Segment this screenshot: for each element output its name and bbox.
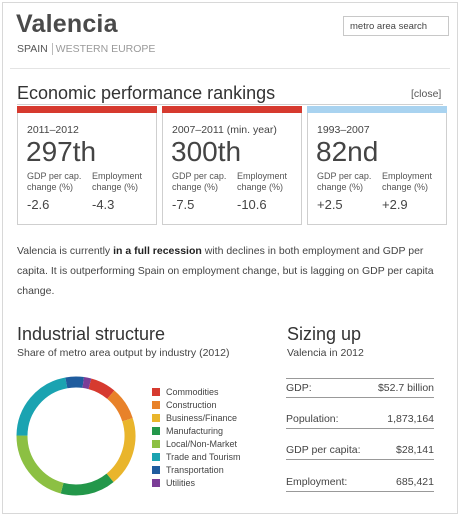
ranking-card-2011-2012: 2011–2012 297th GDP per cap. change (%) … xyxy=(17,106,157,225)
legend-swatch xyxy=(152,400,160,409)
legend-item: Transportation xyxy=(152,463,241,476)
gdp-change-value: -2.6 xyxy=(27,197,50,212)
stat-value: $52.7 billion xyxy=(377,382,434,394)
employment-change-value: -4.3 xyxy=(92,197,115,212)
ranking-value: 82nd xyxy=(316,136,379,167)
legend-item: Manufacturing xyxy=(152,424,241,437)
region-link[interactable]: WESTERN EUROPE xyxy=(51,43,156,55)
ranking-card-2007-2011: 2007–2011 (min. year) 300th GDP per cap.… xyxy=(162,106,302,225)
stat-value: 1,873,164 xyxy=(387,413,434,425)
employment-change-label: Employment change (%) xyxy=(382,171,433,192)
donut-segment-utilities xyxy=(82,377,92,390)
employment-change-value: +2.9 xyxy=(382,197,408,212)
legend-item: Construction xyxy=(152,398,241,411)
economic-summary-text: Valencia is currently in a full recessio… xyxy=(17,241,447,301)
legend-label: Utilities xyxy=(166,477,196,488)
legend-label: Local/Non-Market xyxy=(166,438,238,449)
legend-swatch xyxy=(152,426,160,435)
donut-segment-transportation xyxy=(65,376,84,389)
stat-row-employment: Employment: 685,421 xyxy=(286,475,434,492)
donut-segment-business-finance xyxy=(106,418,136,483)
ranking-period: 2011–2012 xyxy=(27,124,79,136)
legend-label: Trade and Tourism xyxy=(166,451,241,462)
sizing-table-top-rule xyxy=(286,378,434,379)
legend-item: Commodities xyxy=(152,385,241,398)
industrial-structure-subtitle: Share of metro area output by industry (… xyxy=(17,347,230,359)
donut-segment-construction xyxy=(107,390,133,422)
legend-swatch xyxy=(152,478,160,487)
legend-swatch xyxy=(152,452,160,461)
industrial-structure-title: Industrial structure xyxy=(17,324,166,344)
donut-segment-commodities xyxy=(88,378,115,400)
ranking-period: 2007–2011 (min. year) xyxy=(172,124,277,136)
legend-swatch xyxy=(152,387,160,396)
country-link[interactable]: SPAIN xyxy=(17,43,48,55)
legend-item: Trade and Tourism xyxy=(152,450,241,463)
legend-label: Commodities xyxy=(166,386,219,397)
legend-label: Manufacturing xyxy=(166,425,224,436)
employment-change-value: -10.6 xyxy=(237,197,267,212)
header-divider xyxy=(10,68,450,69)
employment-change-label: Employment change (%) xyxy=(92,171,143,192)
stat-row-gdp: GDP: $52.7 billion xyxy=(286,381,434,398)
donut-segment-trade-and-tourism xyxy=(16,377,68,436)
stat-label: GDP: xyxy=(286,382,312,394)
donut-segment-local-non-market xyxy=(16,435,64,494)
ranking-period: 1993–2007 xyxy=(317,124,370,136)
stat-row-population: Population: 1,873,164 xyxy=(286,412,434,429)
city-title: Valencia xyxy=(16,10,118,38)
gdp-change-value: -7.5 xyxy=(172,197,195,212)
legend-label: Construction xyxy=(166,399,217,410)
rankings-title-underline xyxy=(17,104,443,105)
donut-segment-manufacturing xyxy=(60,473,114,496)
recession-status-text: in a full recession xyxy=(113,245,202,257)
summary-text-post: with declines in both employment and GDP… xyxy=(17,245,434,297)
legend-swatch xyxy=(152,413,160,422)
ranking-card-color-bar xyxy=(307,106,447,113)
ranking-value: 300th xyxy=(171,136,242,167)
gdp-change-label: GDP per cap. change (%) xyxy=(172,171,227,192)
legend-label: Business/Finance xyxy=(166,412,238,423)
stat-label: Population: xyxy=(286,413,339,425)
stat-label: GDP per capita: xyxy=(286,444,361,456)
stat-value: 685,421 xyxy=(396,476,434,488)
stat-value: $28,141 xyxy=(396,444,434,456)
close-rankings-button[interactable]: [close] xyxy=(411,88,442,100)
industry-legend: Commodities Construction Business/Finance M… xyxy=(152,385,241,489)
ranking-card-color-bar xyxy=(17,106,157,113)
metro-area-search-input[interactable] xyxy=(343,16,449,36)
stat-label: Employment: xyxy=(286,476,348,488)
employment-change-label: Employment change (%) xyxy=(237,171,288,192)
rankings-title: Economic performance rankings xyxy=(17,83,276,103)
industry-donut-chart xyxy=(16,376,136,496)
ranking-card-1993-2007: 1993–2007 82nd GDP per cap. change (%) E… xyxy=(307,106,447,225)
sizing-up-subtitle: Valencia in 2012 xyxy=(287,347,364,359)
gdp-change-label: GDP per cap. change (%) xyxy=(317,171,372,192)
legend-item: Utilities xyxy=(152,476,241,489)
ranking-card-color-bar xyxy=(162,106,302,113)
gdp-change-label: GDP per cap. change (%) xyxy=(27,171,82,192)
sizing-up-title: Sizing up xyxy=(287,324,362,344)
legend-item: Local/Non-Market xyxy=(152,437,241,450)
legend-swatch xyxy=(152,439,160,448)
legend-item: Business/Finance xyxy=(152,411,241,424)
stat-row-gdp-per-capita: GDP per capita: $28,141 xyxy=(286,443,434,460)
ranking-value: 297th xyxy=(26,136,97,167)
summary-text-pre: Valencia is currently xyxy=(17,245,114,257)
gdp-change-value: +2.5 xyxy=(317,197,343,212)
legend-label: Transportation xyxy=(166,464,224,475)
legend-swatch xyxy=(152,465,160,474)
location-breadcrumb: SPAIN WESTERN EUROPE xyxy=(17,43,156,55)
